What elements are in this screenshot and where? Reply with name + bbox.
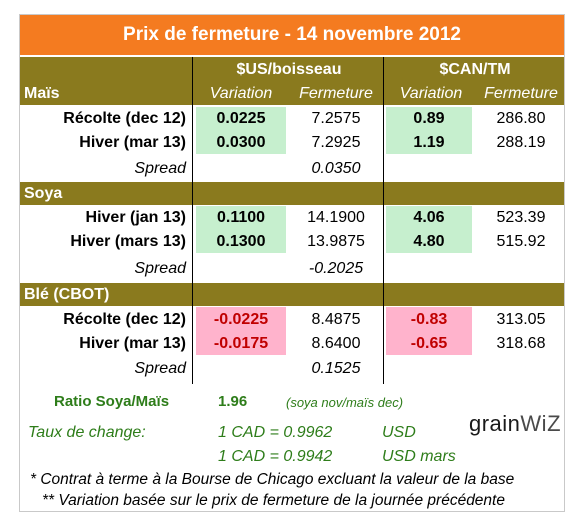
- contract-label: Récolte (dec 12): [63, 311, 186, 328]
- column-divider: [383, 57, 384, 384]
- positive-highlight: [386, 107, 472, 154]
- spread-value: -0.2025: [308, 260, 364, 277]
- contract-label: Récolte (dec 12): [63, 110, 186, 127]
- footnote: * Contrat à terme à la Bourse de Chicago…: [30, 471, 515, 488]
- cad-fermeture: 318.68: [496, 335, 546, 352]
- cad-variation: -0.83: [410, 311, 448, 328]
- usd-fermeture: 7.2575: [311, 110, 361, 127]
- header-band: [20, 57, 564, 105]
- usd-variation: 0.0300: [216, 134, 266, 151]
- spread-value: 0.1525: [311, 360, 361, 377]
- cad-variation: 0.89: [413, 110, 445, 127]
- negative-highlight: [386, 307, 472, 355]
- cad-variation: 4.06: [413, 209, 445, 226]
- cad-variation: -0.65: [410, 335, 448, 352]
- cad-fermeture: 515.92: [496, 233, 546, 250]
- usd-variation: 0.1300: [216, 233, 266, 250]
- cad-variation-header: Variation: [399, 85, 463, 102]
- usd-group-header: $US/boisseau: [236, 61, 342, 78]
- contract-label: Hiver (mar 13): [79, 134, 186, 151]
- contract-label: Hiver (jan 13): [85, 209, 186, 226]
- logo-text: WiZ: [520, 411, 562, 436]
- usd-fermeture: 8.4875: [311, 311, 361, 328]
- spread-label: Spread: [134, 260, 186, 277]
- exchange-label: Taux de change:: [28, 424, 146, 441]
- cad-fermeture: 286.80: [496, 110, 546, 127]
- section-band: [20, 182, 564, 205]
- ratio-note: (soya nov/maïs dec): [286, 395, 404, 410]
- cad-variation: 4.80: [413, 233, 445, 250]
- positive-highlight: [196, 107, 286, 154]
- price-table-frame: Prix de fermeture - 14 novembre 2012 $US…: [19, 14, 565, 512]
- section-name: Soya: [24, 185, 63, 202]
- cad-group-header: $CAN/TM: [439, 61, 511, 78]
- usd-variation: 0.1100: [216, 209, 266, 226]
- spread-value: 0.0350: [311, 160, 361, 177]
- footnote: ** Variation basée sur le prix de fermet…: [42, 492, 505, 509]
- exchange-rate: 1 CAD = 0.9942: [218, 448, 333, 465]
- usd-variation: -0.0175: [213, 335, 269, 352]
- spread-label: Spread: [134, 360, 186, 377]
- exchange-unit: USD: [382, 424, 416, 441]
- usd-fermeture-header: Fermeture: [299, 85, 373, 102]
- negative-highlight: [196, 307, 286, 355]
- spread-label: Spread: [134, 160, 186, 177]
- logo-text: grain: [469, 411, 521, 436]
- positive-highlight: [386, 206, 472, 253]
- usd-variation: 0.0225: [216, 110, 266, 127]
- cad-fermeture: 313.05: [496, 311, 546, 328]
- grainwiz-logo: grainWiZ: [469, 411, 561, 437]
- usd-variation-header: Variation: [209, 85, 273, 102]
- contract-label: Hiver (mars 13): [70, 233, 186, 250]
- column-divider: [192, 57, 193, 384]
- usd-fermeture: 14.1900: [307, 209, 365, 226]
- cad-variation: 1.19: [413, 134, 445, 151]
- usd-fermeture: 13.9875: [307, 233, 365, 250]
- cad-fermeture: 288.19: [496, 134, 546, 151]
- page-title: Prix de fermeture - 14 novembre 2012: [20, 15, 564, 55]
- positive-highlight: [196, 206, 286, 253]
- section-name: Blé (CBOT): [24, 286, 110, 303]
- usd-variation: -0.0225: [213, 311, 269, 328]
- usd-fermeture: 7.2925: [311, 134, 361, 151]
- contract-label: Hiver (mar 13): [79, 335, 186, 352]
- usd-fermeture: 8.6400: [311, 335, 361, 352]
- section-band: [20, 283, 564, 306]
- cad-fermeture: 523.39: [496, 209, 546, 226]
- section-name: Maïs: [24, 85, 60, 102]
- ratio-value: 1.96: [218, 393, 248, 410]
- ratio-label: Ratio Soya/Maïs: [54, 393, 170, 410]
- exchange-unit: USD mars: [382, 448, 456, 465]
- exchange-rate: 1 CAD = 0.9962: [218, 424, 333, 441]
- cad-fermeture-header: Fermeture: [484, 85, 558, 102]
